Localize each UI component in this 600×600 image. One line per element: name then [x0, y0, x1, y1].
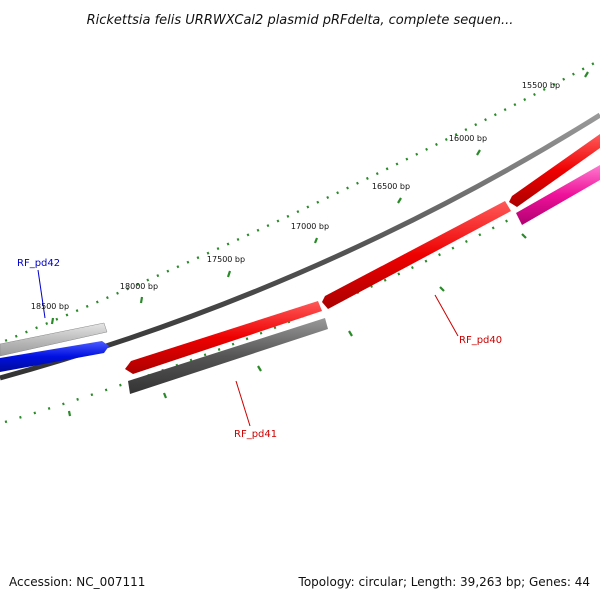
- tick-label: 15500 bp: [522, 81, 560, 90]
- tick-mark: [348, 330, 353, 337]
- tick-mark: [226, 270, 232, 278]
- tick-label: 18000 bp: [120, 282, 158, 291]
- outer-tick-ring: [0, 58, 600, 345]
- gene-label-rfpd41[interactable]: RF_pd41: [234, 429, 277, 440]
- gene-arc-dark-gray: [128, 318, 328, 394]
- gene-label-rfpd42[interactable]: RF_pd42: [17, 258, 60, 269]
- gene-arc-red-rfpd41: [125, 301, 322, 374]
- inner-major-ticks: [67, 233, 527, 417]
- leader-line-rfpd42: [37, 269, 46, 319]
- leader-line-rfpd41: [235, 380, 251, 427]
- gene-label-rfpd40[interactable]: RF_pd40: [459, 335, 502, 346]
- tick-label: 17500 bp: [207, 255, 245, 264]
- leader-line-rfpd40: [434, 294, 459, 337]
- tick-mark: [313, 237, 319, 244]
- accession-label: Accession: NC_007111: [9, 575, 145, 589]
- tick-mark: [521, 233, 527, 239]
- topology-summary: Topology: circular; Length: 39,263 bp; G…: [298, 575, 590, 589]
- major-ticks: [50, 71, 589, 325]
- inner-tick-ring: [4, 168, 600, 424]
- tick-mark: [584, 71, 589, 78]
- gene-arc-red-right: [509, 134, 600, 207]
- tick-mark: [139, 296, 144, 304]
- map-title: Rickettsia felis URRWXCal2 plasmid pRFde…: [87, 13, 514, 28]
- tick-label: 16500 bp: [372, 182, 410, 191]
- tick-mark: [397, 197, 402, 204]
- gene-arc-light-gray: [0, 322, 108, 357]
- gene-arc-pink: [516, 165, 600, 225]
- tick-mark: [476, 149, 481, 156]
- gene-arc-red-rfpd40: [322, 201, 511, 309]
- backbone-ring: [0, 112, 600, 381]
- tick-mark: [67, 410, 72, 417]
- tick-mark: [162, 392, 168, 399]
- tick-mark: [50, 317, 55, 325]
- tick-mark: [257, 365, 262, 372]
- tick-label: 17000 bp: [291, 222, 329, 231]
- tick-label: 16000 bp: [449, 134, 487, 143]
- tick-label: 18500 bp: [31, 302, 69, 311]
- tick-mark: [439, 286, 445, 292]
- gene-arc-blue: [0, 341, 109, 372]
